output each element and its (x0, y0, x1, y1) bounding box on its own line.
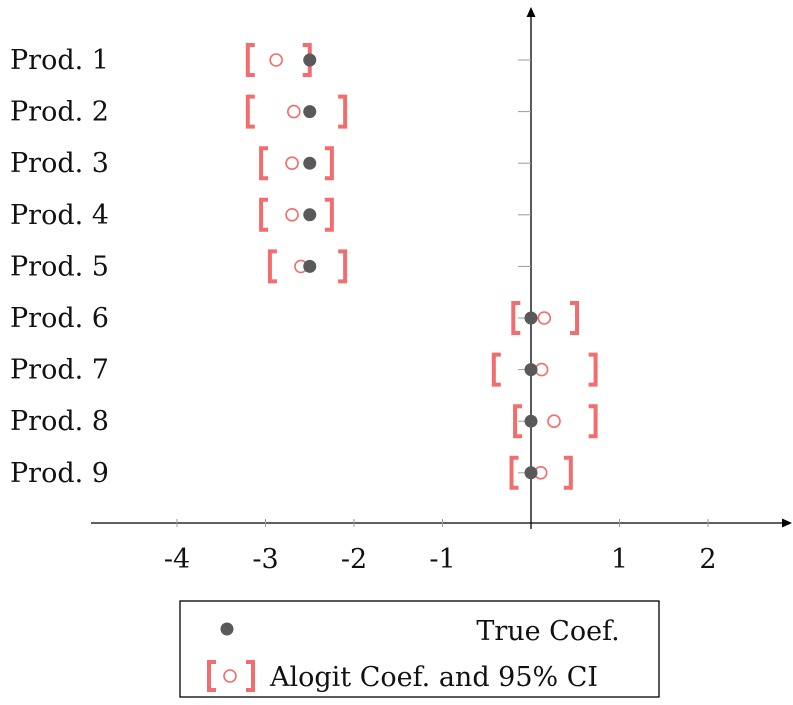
legend-true-label: True Coef. (476, 616, 619, 647)
ci-right-bracket (338, 94, 348, 129)
ci-right-bracket (338, 249, 348, 284)
true-point (524, 414, 538, 428)
y-tick-label: Prod. 5 (10, 251, 109, 282)
y-tick-label: Prod. 2 (10, 97, 109, 128)
y-tick-label: Prod. 8 (10, 406, 109, 437)
ci-left-bracket (267, 249, 277, 284)
ci-right-bracket (588, 352, 598, 387)
ci-left-bracket (513, 404, 523, 439)
ci-right-bracket (588, 404, 598, 439)
true-point (303, 53, 317, 67)
ci-right-bracket (563, 455, 573, 490)
legend-true-marker (220, 622, 234, 636)
y-axis-arrow (526, 7, 536, 17)
legend-ci-right-bracket (246, 660, 255, 692)
legend-ci-left-bracket (207, 660, 216, 692)
y-tick-label: Prod. 7 (10, 355, 109, 386)
alogit-point (287, 104, 301, 119)
x-tick-label: -2 (341, 544, 367, 575)
true-point (524, 466, 538, 480)
ci-left-bracket (511, 301, 521, 335)
ci-left-bracket (259, 146, 269, 181)
y-tick-label: Prod. 1 (10, 45, 109, 76)
true-point (524, 363, 538, 377)
x-tick-label: -3 (252, 544, 278, 575)
alogit-point (547, 414, 561, 429)
ci-left-bracket (491, 352, 501, 387)
true-point (524, 311, 538, 325)
ci-left-bracket (509, 455, 519, 490)
legend-box (179, 600, 660, 698)
y-tick-label: Prod. 6 (10, 303, 109, 334)
y-tick-label: Prod. 4 (10, 200, 109, 231)
alogit-point (285, 208, 299, 222)
y-tick-label: Prod. 9 (10, 458, 109, 489)
x-tick-label: 2 (699, 544, 716, 575)
alogit-point (269, 53, 283, 67)
ci-right-bracket (324, 197, 334, 232)
legend-alogit-marker (223, 669, 237, 683)
true-point (303, 259, 317, 273)
ci-left-bracket (245, 43, 255, 77)
legend-alogit-label: Alogit Coef. and 95% CI (269, 662, 598, 693)
y-tick-label: Prod. 3 (10, 148, 109, 179)
ci-left-bracket (259, 197, 269, 232)
true-point (303, 208, 317, 222)
true-point (303, 105, 317, 119)
x-tick-label: -4 (164, 544, 190, 575)
ci-right-bracket (570, 301, 580, 335)
ci-right-bracket (324, 146, 334, 181)
ci-left-bracket (245, 94, 255, 129)
alogit-point (537, 311, 552, 325)
x-tick-label: -1 (429, 544, 455, 575)
true-point (303, 156, 317, 170)
alogit-point (285, 156, 299, 170)
x-axis-arrow (782, 518, 792, 528)
x-tick-label: 1 (611, 544, 628, 575)
